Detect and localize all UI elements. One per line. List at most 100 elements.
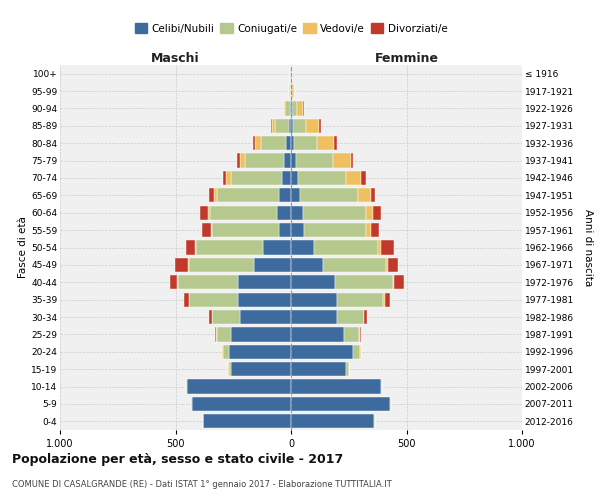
Bar [240,154,245,168]
Bar [294,136,317,150]
Bar [358,188,371,202]
Bar [392,275,394,289]
Bar [284,102,286,116]
Bar [186,380,187,394]
Bar [388,258,398,272]
Bar [317,136,334,150]
Bar [190,292,238,307]
Bar [296,154,332,168]
Bar [371,223,379,237]
Bar [178,275,238,289]
Bar [214,188,217,202]
Bar [187,380,291,394]
Bar [361,171,366,185]
Text: Maschi: Maschi [151,52,200,65]
Bar [238,275,291,289]
Bar [359,328,361,342]
Bar [364,310,367,324]
Text: Femmine: Femmine [374,52,439,65]
Bar [323,258,386,272]
Bar [188,292,190,307]
Bar [215,328,217,342]
Bar [337,292,383,307]
Bar [346,362,349,376]
Bar [190,258,254,272]
Bar [211,223,212,237]
Bar [291,102,292,116]
Bar [210,206,277,220]
Bar [291,397,391,411]
Bar [291,362,346,376]
Bar [291,258,323,272]
Bar [245,154,284,168]
Bar [291,223,304,237]
Bar [366,223,371,237]
Bar [254,258,291,272]
Bar [291,414,374,428]
Bar [302,206,366,220]
Bar [291,240,314,254]
Bar [184,292,188,307]
Bar [291,380,381,394]
Bar [196,240,263,254]
Bar [255,136,261,150]
Bar [394,275,404,289]
Bar [291,344,353,359]
Bar [292,102,296,116]
Bar [253,136,255,150]
Bar [188,258,190,272]
Bar [292,84,294,98]
Bar [291,188,300,202]
Bar [261,136,286,150]
Bar [229,362,231,376]
Bar [291,118,293,133]
Bar [238,154,240,168]
Bar [176,275,178,289]
Bar [212,223,280,237]
Bar [286,136,291,150]
Bar [282,171,291,185]
Bar [296,102,304,116]
Bar [351,154,353,168]
Bar [229,344,291,359]
Bar [334,136,337,150]
Bar [304,223,366,237]
Bar [385,292,391,307]
Bar [231,328,291,342]
Legend: Celibi/Nubili, Coniugati/e, Vedovi/e, Divorziati/e: Celibi/Nubili, Coniugati/e, Vedovi/e, Di… [130,19,452,38]
Bar [335,275,392,289]
Bar [291,206,302,220]
Bar [381,240,394,254]
Bar [223,344,229,359]
Bar [381,380,382,394]
Bar [186,240,195,254]
Bar [371,188,375,202]
Bar [191,397,291,411]
Bar [346,171,361,185]
Bar [305,118,319,133]
Bar [373,206,381,220]
Text: COMUNE DI CASALGRANDE (RE) - Dati ISTAT 1° gennaio 2017 - Elaborazione TUTTITALI: COMUNE DI CASALGRANDE (RE) - Dati ISTAT … [12,480,392,489]
Bar [386,258,388,272]
Bar [223,171,226,185]
Bar [277,206,291,220]
Bar [212,310,240,324]
Bar [240,310,291,324]
Bar [275,118,289,133]
Bar [200,206,208,220]
Bar [319,118,320,133]
Bar [208,206,210,220]
Bar [217,188,280,202]
Bar [202,223,211,237]
Bar [217,328,231,342]
Bar [332,154,351,168]
Bar [280,188,291,202]
Bar [383,292,385,307]
Bar [300,188,358,202]
Bar [291,171,298,185]
Bar [231,362,291,376]
Bar [289,118,291,133]
Text: Popolazione per età, sesso e stato civile - 2017: Popolazione per età, sesso e stato civil… [12,452,343,466]
Bar [226,171,231,185]
Bar [195,240,196,254]
